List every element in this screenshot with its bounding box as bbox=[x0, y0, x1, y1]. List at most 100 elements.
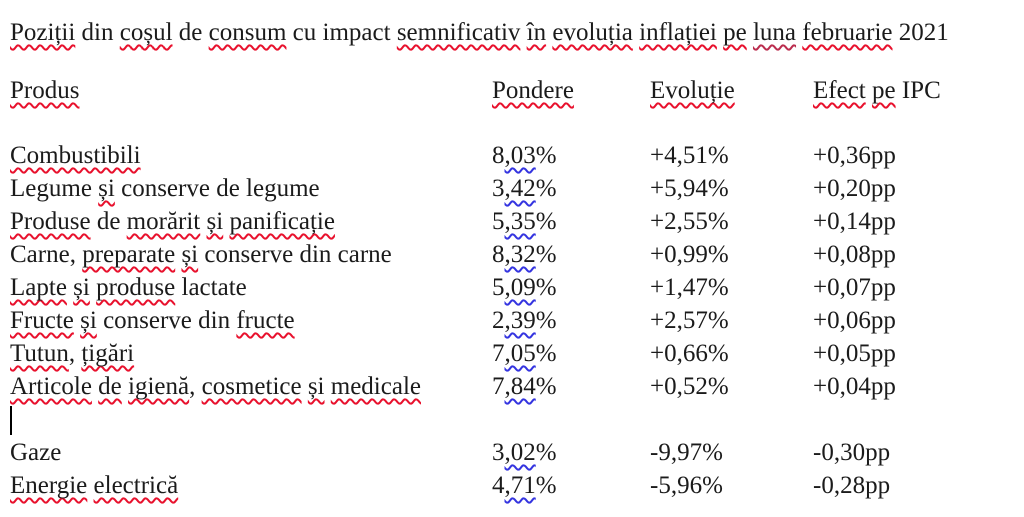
spellcheck-red-underlined-text: Energie bbox=[10, 472, 88, 499]
cell-evolutie: +4,51% bbox=[650, 139, 729, 172]
spellcheck-red-underlined-text: igienă bbox=[128, 373, 190, 400]
spellcheck-red-underlined-text: Produse bbox=[10, 208, 91, 235]
text-segment: +0,04pp bbox=[813, 373, 896, 400]
spellcheck-blue-underlined-text: ,02 bbox=[504, 439, 536, 466]
spellcheck-red-underlined-text: morărit bbox=[126, 208, 201, 235]
text-segment: +0,66% bbox=[650, 340, 729, 367]
text-segment: conserve de legume bbox=[114, 175, 320, 202]
spellcheck-red-underlined-text: februarie bbox=[802, 19, 893, 46]
text-segment: +1,47% bbox=[650, 274, 729, 301]
spellcheck-blue-underlined-text: ,35 bbox=[504, 208, 536, 235]
text-segment: de bbox=[90, 208, 127, 235]
table-row[interactable]: Produse de morărit și panificație 5,35% +2… bbox=[0, 205, 1024, 238]
table-row[interactable]: Fructe și conserve din fructe 2,39% +2,57%… bbox=[0, 304, 1024, 337]
table-row[interactable]: Energie electrică 4,71% -5,96% -0,28pp bbox=[0, 469, 1024, 502]
text-segment: +0,36pp bbox=[813, 142, 896, 169]
text-segment: +0,06pp bbox=[813, 307, 896, 334]
spellcheck-red-underlined-text: și bbox=[73, 274, 90, 301]
cell-pondere: 5,35% bbox=[492, 205, 557, 238]
table-row[interactable]: Gaze 3,02% -9,97% -0,30pp bbox=[0, 436, 1024, 469]
cell-produs: Produse de morărit și panificație bbox=[10, 205, 335, 238]
text-segment: 8 bbox=[492, 142, 505, 169]
cell-produs: Energie electrică bbox=[10, 469, 178, 502]
header-efect-pe-ipc: Efect pe IPC bbox=[813, 74, 941, 107]
cell-efect: +0,08pp bbox=[813, 238, 896, 271]
text-segment: % bbox=[535, 439, 557, 466]
text-segment: lactate bbox=[175, 274, 247, 301]
spellcheck-blue-underlined-text: ,84 bbox=[504, 373, 536, 400]
spellcheck-red-underlined-text: inflației bbox=[639, 19, 717, 46]
text-segment: 3 bbox=[492, 439, 505, 466]
spellcheck-red-underlined-text: în bbox=[526, 19, 547, 46]
text-segment: de bbox=[172, 19, 209, 46]
cell-efect: +0,36pp bbox=[813, 139, 896, 172]
text-segment: 5 bbox=[492, 274, 505, 301]
cell-produs: Combustibili bbox=[10, 139, 141, 172]
cell-pondere: 7,84% bbox=[492, 370, 557, 403]
cell-efect: +0,07pp bbox=[813, 271, 896, 304]
cell-produs: Lapte și produse lactate bbox=[10, 271, 247, 304]
spellcheck-red-underlined-text: evoluția bbox=[552, 19, 633, 46]
text-segment: conserve din bbox=[96, 307, 237, 334]
header-evolutie: Evoluție bbox=[650, 74, 735, 107]
spellcheck-blue-underlined-text: ,42 bbox=[504, 175, 536, 202]
cell-evolutie: -9,97% bbox=[650, 436, 723, 469]
text-segment: % bbox=[535, 472, 557, 499]
spellcheck-blue-underlined-text: ,03 bbox=[504, 142, 536, 169]
empty-paragraph[interactable] bbox=[0, 403, 1024, 436]
spellcheck-red-underlined-text: Efect bbox=[813, 77, 866, 104]
text-segment: % bbox=[535, 142, 557, 169]
text-segment: +0,99% bbox=[650, 241, 729, 268]
table-row[interactable]: Carne, preparate și conserve din carne 8,… bbox=[0, 238, 1024, 271]
header-produs: Produs bbox=[10, 74, 79, 107]
table-row[interactable]: Legume și conserve de legume 3,42% +5,94% +… bbox=[0, 172, 1024, 205]
spellcheck-red-underlined-text: Fructe bbox=[10, 307, 74, 334]
text-segment: +0,52% bbox=[650, 373, 729, 400]
table-row[interactable]: Articole de igienă, cosmetice și medical… bbox=[0, 370, 1024, 403]
cell-pondere: 7,05% bbox=[492, 337, 557, 370]
spellcheck-red-underlined-text: semnificativ bbox=[396, 19, 521, 46]
spellcheck-red-underlined-text: Lapte bbox=[10, 274, 67, 301]
spellcheck-blue-underlined-text: ,09 bbox=[504, 274, 536, 301]
cell-evolutie: +0,52% bbox=[650, 370, 729, 403]
table-header-row: Produs Pondere Evoluție Efect pe IPC bbox=[0, 74, 1024, 107]
spellcheck-red-underlined-text: produse bbox=[96, 274, 176, 301]
table-row[interactable]: Combustibili 8,03% +4,51% +0,36pp bbox=[0, 139, 1024, 172]
text-segment: 2 bbox=[492, 307, 505, 334]
spellcheck-blue-underlined-text: ,71 bbox=[504, 472, 536, 499]
spellcheck-red-underlined-text: și bbox=[80, 307, 97, 334]
text-cursor bbox=[10, 406, 12, 435]
cell-pondere: 5,09% bbox=[492, 271, 557, 304]
text-segment: +2,55% bbox=[650, 208, 729, 235]
spellcheck-red-underlined-text: și bbox=[98, 175, 115, 202]
cell-evolutie: +5,94% bbox=[650, 172, 729, 205]
cell-evolutie: +1,47% bbox=[650, 271, 729, 304]
spellcheck-red-underlined-text: Articole bbox=[10, 373, 92, 400]
spellcheck-red-underlined-text: electrică bbox=[93, 472, 179, 499]
doc-title: Poziții din coșul de consum cu impact se… bbox=[0, 16, 1024, 49]
table-row[interactable]: Tutun, țigări 7,05% +0,66% +0,05pp bbox=[0, 337, 1024, 370]
cell-evolutie: +2,55% bbox=[650, 205, 729, 238]
text-segment: % bbox=[535, 340, 557, 367]
text-segment: +0,05pp bbox=[813, 340, 896, 367]
spellcheck-red-underlined-text: și bbox=[307, 373, 325, 400]
spellcheck-red-underlined-text: preparate bbox=[82, 241, 176, 268]
text-segment: Gaze bbox=[10, 439, 62, 466]
title-text: Poziții din coșul de consum cu impact se… bbox=[10, 16, 949, 49]
spellcheck-red-underlined-text: țigări bbox=[81, 340, 135, 367]
text-segment: -9,97% bbox=[650, 439, 723, 466]
text-segment: 2021 bbox=[892, 19, 949, 46]
cell-produs: Fructe și conserve din fructe bbox=[10, 304, 295, 337]
cell-efect: -0,30pp bbox=[813, 436, 890, 469]
cell-evolutie: +2,57% bbox=[650, 304, 729, 337]
text-segment: 3 bbox=[492, 175, 505, 202]
spellcheck-red-underlined-text: fructe bbox=[236, 307, 295, 334]
text-segment: Carne, bbox=[10, 241, 83, 268]
text-segment: % bbox=[535, 208, 557, 235]
cell-produs: Articole de igienă, cosmetice și medical… bbox=[10, 370, 421, 403]
cell-pondere: 8,32% bbox=[492, 238, 557, 271]
cell-evolutie: -5,96% bbox=[650, 469, 723, 502]
text-segment: % bbox=[535, 241, 557, 268]
table-row[interactable]: Lapte și produse lactate 5,09% +1,47% +0,07… bbox=[0, 271, 1024, 304]
